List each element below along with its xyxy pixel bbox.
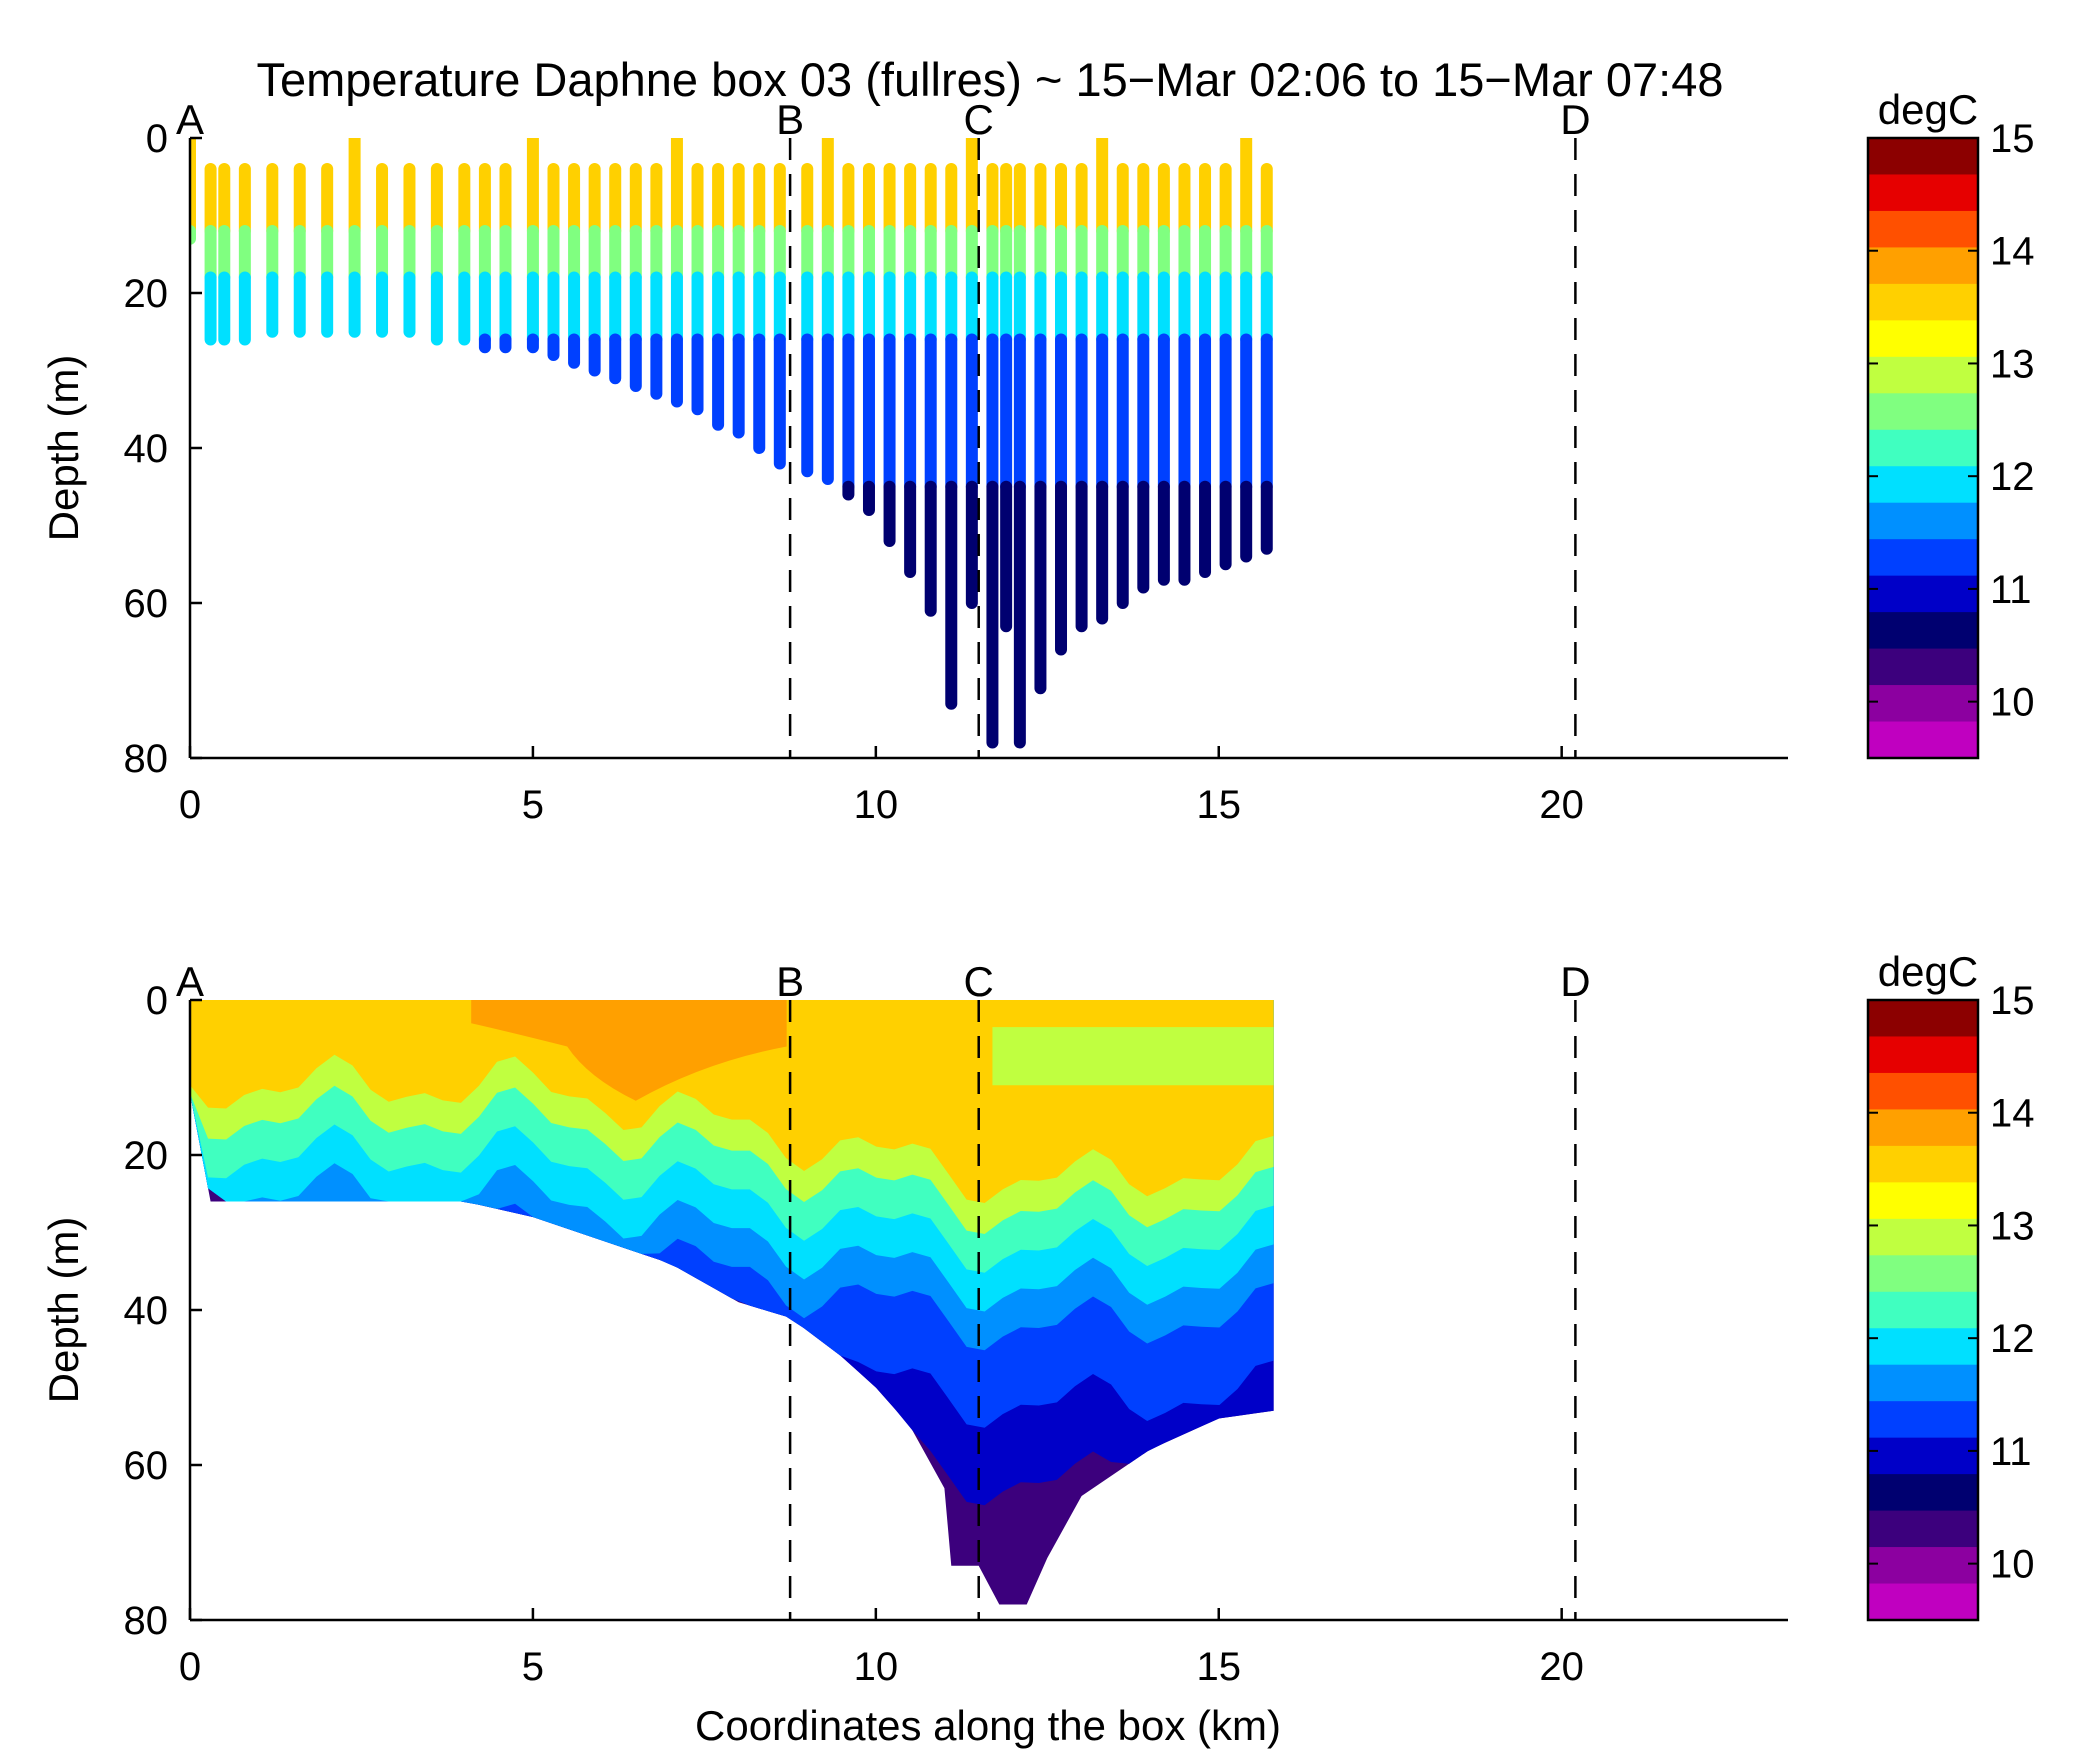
bottom-y-tick-label: 80 — [124, 1599, 169, 1643]
bottom-marker-label-C: C — [964, 958, 994, 1005]
top-marker-label-D: D — [1560, 96, 1590, 143]
bottom-colorbar-swatch — [1868, 1474, 1978, 1512]
top-colorbar-swatch — [1868, 320, 1978, 358]
bottom-colorbar-swatch — [1868, 1000, 1978, 1038]
top-colorbar-label: degC — [1878, 86, 1978, 133]
bottom-x-tick-label: 20 — [1539, 1645, 1584, 1689]
top-section-markers: A B C D — [176, 96, 1591, 758]
bottom-colorbar-swatch — [1868, 1218, 1978, 1256]
top-colorbar-swatch — [1868, 648, 1978, 686]
bottom-axes: 0 5 10 15 20 0 20 40 60 80 — [124, 979, 1788, 1689]
top-colorbar-swatch — [1868, 612, 1978, 650]
top-marker-label-A: A — [176, 96, 204, 143]
top-colorbar-frame — [1866, 136, 1980, 760]
bottom-y-tick-label: 60 — [124, 1444, 169, 1488]
bottom-colorbar-frame — [1866, 998, 1980, 1622]
top-marker-label-C: C — [964, 96, 994, 143]
bottom-colorbar-tick-label: 15 — [1990, 979, 2035, 1023]
bottom-colorbar-swatch — [1868, 1109, 1978, 1147]
top-colorbar-swatch — [1868, 174, 1978, 212]
bottom-colorbar-swatch — [1868, 1364, 1978, 1402]
bottom-colorbar-tick-label: 14 — [1990, 1092, 2035, 1136]
top-colorbar-swatch — [1868, 356, 1978, 394]
bottom-colorbar-tick-label: 11 — [1990, 1430, 2032, 1474]
top-colorbar-swatch — [1868, 283, 1978, 321]
bottom-y-tick-label: 20 — [124, 1134, 169, 1178]
bottom-panel: 0 5 10 15 20 0 20 40 60 80 Depth (m) Coordinates … — [40, 958, 1788, 1749]
bottom-y-tick-label: 40 — [124, 1289, 169, 1333]
top-panel: 0 5 10 15 20 0 20 40 60 80 Depth (m) A B C D — [40, 96, 1788, 827]
bottom-colorbar-swatch — [1868, 1145, 1978, 1183]
bottom-y-tick-label: 0 — [146, 979, 168, 1023]
top-marker-label-B: B — [776, 96, 804, 143]
bottom-marker-label-D: D — [1560, 958, 1590, 1005]
top-y-tick-label: 80 — [124, 737, 169, 781]
top-y-tick-label: 20 — [124, 272, 169, 316]
top-axes: 0 5 10 15 20 0 20 40 60 80 — [124, 117, 1788, 827]
bottom-x-tick-label: 0 — [179, 1645, 201, 1689]
top-y-tick-label: 0 — [146, 117, 168, 161]
bottom-colorbar-swatch — [1868, 1510, 1978, 1548]
top-colorbar-tick-label: 15 — [1990, 117, 2035, 161]
top-colorbar-swatch — [1868, 247, 1978, 285]
top-y-tick-label: 60 — [124, 582, 169, 626]
bottom-colorbar-tick-label: 13 — [1990, 1204, 2035, 1248]
top-colorbar-tick-label: 10 — [1990, 681, 2035, 725]
bottom-ylabel: Depth (m) — [40, 1217, 87, 1404]
top-colorbar-swatch — [1868, 685, 1978, 723]
top-colorbar: degC 10 11 12 13 14 15 — [1866, 86, 2035, 760]
top-y-tick-label: 40 — [124, 427, 169, 471]
top-colorbar-swatch — [1868, 138, 1978, 176]
top-colorbar-swatch — [1868, 502, 1978, 540]
bottom-colorbar-swatch — [1868, 1036, 1978, 1074]
top-colorbar-tick-label: 11 — [1990, 568, 2032, 612]
top-colorbar-swatch — [1868, 721, 1978, 759]
bottom-colorbar-swatch — [1868, 1401, 1978, 1439]
bottom-colorbar-swatch — [1868, 1255, 1978, 1293]
bottom-x-tick-label: 10 — [854, 1645, 899, 1689]
bottom-xlabel: Coordinates along the box (km) — [695, 1702, 1281, 1749]
bottom-colorbar-tick-label: 10 — [1990, 1543, 2035, 1587]
top-colorbar-swatch — [1868, 429, 1978, 467]
bottom-colorbar: degC 10 11 12 13 14 15 — [1866, 948, 2035, 1622]
surface-band-east — [992, 1027, 1274, 1086]
bottom-colorbar-swatch — [1868, 1182, 1978, 1220]
bottom-colorbar-swatch — [1868, 1583, 1978, 1621]
top-ylabel: Depth (m) — [40, 355, 87, 542]
bottom-x-tick-label: 5 — [522, 1645, 544, 1689]
bottom-colorbar-swatch — [1868, 1328, 1978, 1366]
top-colorbar-tick-label: 13 — [1990, 342, 2035, 386]
bottom-marker-label-B: B — [776, 958, 804, 1005]
top-colorbar-swatch — [1868, 210, 1978, 249]
bottom-colorbar-swatch — [1868, 1291, 1978, 1329]
chart-title: Temperature Daphne box 03 (fullres) ~ 15… — [256, 53, 1723, 106]
warm-surface-patch — [471, 1000, 787, 1101]
top-x-tick-label: 10 — [854, 783, 899, 827]
top-colorbar-swatch — [1868, 575, 1978, 613]
top-x-tick-label: 0 — [179, 783, 201, 827]
bottom-marker-label-A: A — [176, 958, 204, 1005]
bottom-x-tick-label: 15 — [1197, 1645, 1242, 1689]
bottom-colorbar-swatch — [1868, 1072, 1978, 1111]
top-colorbar-tick-label: 14 — [1990, 230, 2035, 274]
top-x-tick-label: 15 — [1197, 783, 1242, 827]
bottom-contour-fill — [190, 1000, 1274, 1605]
bottom-section-markers: A B C D — [176, 958, 1591, 1620]
top-colorbar-swatch — [1868, 393, 1978, 431]
top-data-strokes — [190, 138, 1273, 749]
top-colorbar-tick-label: 12 — [1990, 455, 2035, 499]
top-x-tick-label: 20 — [1539, 783, 1584, 827]
bottom-colorbar-swatch — [1868, 1547, 1978, 1585]
bottom-colorbar-tick-label: 12 — [1990, 1317, 2035, 1361]
top-x-tick-label: 5 — [522, 783, 544, 827]
bottom-colorbar-label: degC — [1878, 948, 1978, 995]
top-colorbar-swatch — [1868, 539, 1978, 577]
bottom-colorbar-swatch — [1868, 1437, 1978, 1475]
top-colorbar-swatch — [1868, 466, 1978, 504]
